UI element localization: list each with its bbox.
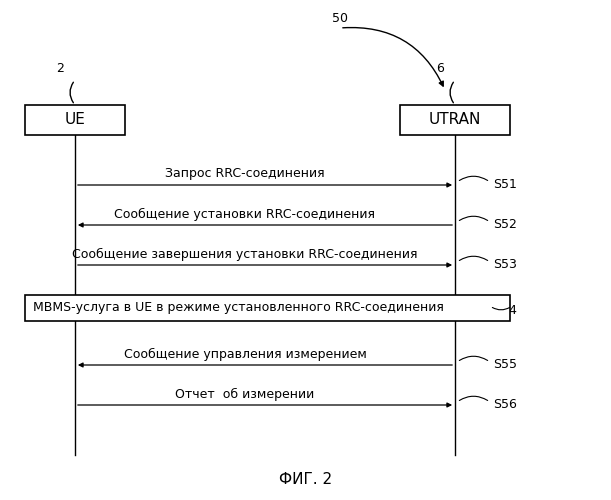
Bar	[25, 295, 510, 321]
Text: S53: S53	[493, 258, 517, 272]
Bar	[400, 105, 510, 135]
Text: Сообщение завершения установки RRC-соединения: Сообщение завершения установки RRC-соеди…	[72, 248, 418, 260]
Text: S54: S54	[493, 304, 517, 316]
Bar	[25, 105, 125, 135]
Text: S51: S51	[493, 178, 517, 192]
Text: S52: S52	[493, 218, 517, 232]
Text: S55: S55	[493, 358, 517, 372]
Text: Сообщение установки RRC-соединения: Сообщение установки RRC-соединения	[114, 208, 376, 220]
Text: Отчет  об измерении: Отчет об измерении	[175, 388, 315, 400]
Text: Запрос RRC-соединения: Запрос RRC-соединения	[165, 168, 325, 180]
Text: UTRAN: UTRAN	[429, 112, 481, 128]
Text: MBMS-услуга в UE в режиме установленного RRC-соединения: MBMS-услуга в UE в режиме установленного…	[33, 302, 444, 314]
Text: UE: UE	[65, 112, 86, 128]
Text: S56: S56	[493, 398, 517, 411]
Text: ФИГ. 2: ФИГ. 2	[279, 472, 332, 488]
Text: 6: 6	[436, 62, 444, 74]
Text: Сообщение управления измерением: Сообщение управления измерением	[123, 348, 367, 360]
Text: 2: 2	[56, 62, 64, 74]
Text: 50: 50	[332, 12, 348, 24]
